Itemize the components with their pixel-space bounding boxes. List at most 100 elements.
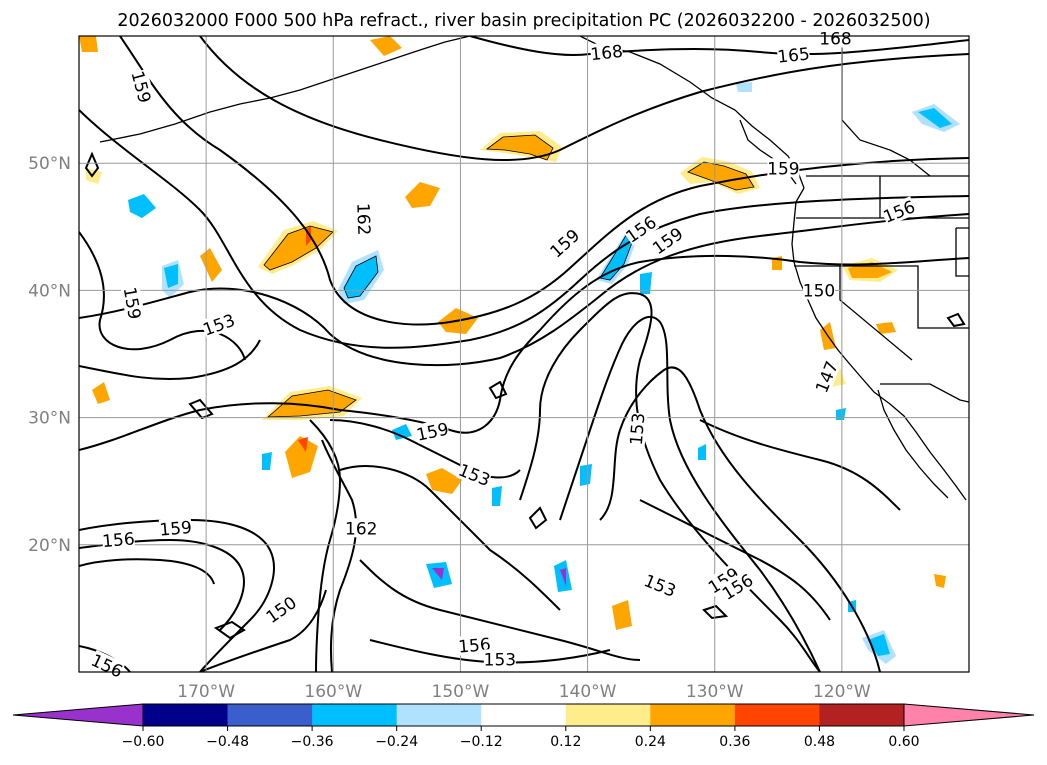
precipitation-shading <box>79 36 960 664</box>
contour-line <box>599 366 881 672</box>
longitude-tick-label: 130°W <box>686 682 744 702</box>
positive-anomaly-patch <box>934 574 946 588</box>
contour-line <box>79 213 969 367</box>
contour-line <box>199 36 969 161</box>
contour-label-group: 168 <box>589 40 624 65</box>
height-contours <box>79 36 969 672</box>
colorbar-tick-label: −0.24 <box>375 734 418 750</box>
graticule <box>79 36 969 672</box>
latitude-tick-label: 20°N <box>28 536 71 556</box>
longitude-tick-label: 140°W <box>559 682 617 702</box>
baja-coastline <box>877 389 949 499</box>
latitude-ticks: 20°N 30°N 40°N 50°N <box>28 154 71 556</box>
contour-label-group: 159 <box>159 516 193 541</box>
contour-line <box>321 439 358 672</box>
contour-label-group: 156 <box>457 633 492 658</box>
contour-label-group: 159 <box>767 158 800 179</box>
negative-anomaly-patch <box>392 424 412 440</box>
contour-label-background <box>641 570 679 600</box>
negative-anomaly-patch <box>492 486 502 506</box>
colorbar-segment <box>396 704 482 726</box>
state-border <box>794 265 969 329</box>
contour-label-background <box>589 40 624 64</box>
contour-label-background <box>456 459 493 490</box>
longitude-tick-label: 160°W <box>304 682 362 702</box>
positive-anomaly-patch <box>285 436 318 478</box>
contour-label-background <box>101 528 136 551</box>
contour-label-background <box>128 68 156 105</box>
colorbar-segment <box>227 704 313 726</box>
contour-label-background <box>767 158 800 178</box>
contour-line <box>79 109 969 349</box>
contour-line <box>309 419 342 672</box>
colorbar-segment <box>481 704 567 726</box>
colorbar-tick-label: −0.60 <box>122 734 165 750</box>
shading-outline <box>343 255 379 299</box>
map-frame <box>78 35 970 673</box>
colorbar-segment <box>143 704 229 726</box>
contour-line <box>79 231 246 361</box>
contour-label: 150 <box>803 281 835 301</box>
contour-label-background <box>414 418 450 444</box>
contour-label-background <box>622 211 660 246</box>
contour-line <box>702 604 729 620</box>
negative-anomaly-patch <box>868 634 890 656</box>
contour-line <box>469 36 969 57</box>
contour-label: 153 <box>627 412 650 446</box>
contour-line <box>213 620 246 640</box>
colorbar-segment <box>819 704 905 726</box>
positive-anomaly-patch <box>688 162 754 190</box>
negative-anomaly-patch <box>128 194 156 218</box>
contour-line <box>639 499 831 621</box>
contour-label: 159 <box>159 518 193 541</box>
contour-label-group: 156 <box>101 528 136 552</box>
contour-label-group: 162 <box>352 203 375 236</box>
contour-label-background <box>819 28 852 48</box>
contour-label-background <box>776 43 811 66</box>
colorbar-extend-high <box>903 703 1035 727</box>
contour-label-background <box>546 225 583 261</box>
contour-label-background <box>648 223 686 258</box>
longitude-tick-label: 150°W <box>432 682 490 702</box>
contour-label: 156 <box>457 635 491 658</box>
colorbar-tick-label: 0.60 <box>888 734 919 750</box>
latitude-tick-label: 50°N <box>28 154 71 174</box>
contour-line <box>359 559 641 661</box>
mexico-border <box>880 383 969 403</box>
colorbar-tick-label: −0.36 <box>291 734 334 750</box>
negative-anomaly-patch <box>580 464 592 486</box>
colorbar-tick-label: 0.12 <box>550 734 581 750</box>
contour-line <box>519 292 821 672</box>
contour-label-background <box>345 518 378 538</box>
positive-anomaly-patch <box>92 382 110 404</box>
negative-anomaly-patch <box>640 272 652 294</box>
contour-line <box>528 506 548 530</box>
negative-anomaly-patch <box>698 444 706 460</box>
contour-label-group: 153 <box>484 649 516 670</box>
colorbar-tick-label: 0.36 <box>719 734 750 750</box>
contour-label-background <box>625 412 648 446</box>
contour-line <box>188 398 214 420</box>
shading-outline <box>263 225 334 271</box>
negative-anomaly-patch <box>344 256 378 298</box>
contour-label-background <box>811 358 841 396</box>
contour-label-background <box>262 592 300 627</box>
contour-line <box>199 589 327 672</box>
colorbar-segment <box>650 704 736 726</box>
negative-anomaly-patch <box>432 568 444 580</box>
contour-label-background <box>880 196 918 226</box>
contour-label-background <box>704 563 742 597</box>
negative-anomaly-patch <box>736 82 752 92</box>
positive-anomaly-patch <box>298 437 308 452</box>
colorbar: −0.60 −0.48 −0.36 −0.24 −0.12 0.12 0.24 0.36 0.4… <box>12 703 1035 750</box>
contour-label: 168 <box>819 30 851 50</box>
positive-anomaly-patch <box>612 600 632 630</box>
latitude-tick-label: 40°N <box>28 281 71 301</box>
contour-label-background <box>120 285 146 321</box>
contour-line <box>329 419 521 479</box>
contour-line <box>84 151 100 178</box>
positive-anomaly-patch <box>426 468 462 494</box>
colorbar-segment <box>734 704 820 726</box>
